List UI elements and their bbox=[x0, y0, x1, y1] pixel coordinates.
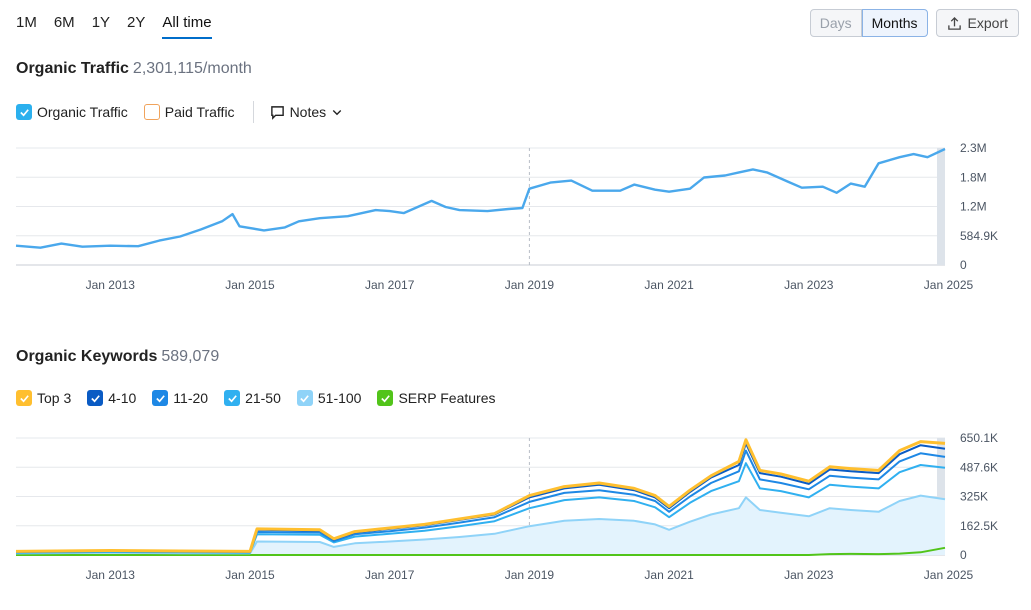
range-tabs: 1M 6M 1Y 2Y All time bbox=[16, 12, 229, 39]
legend-paid-traffic[interactable]: Paid Traffic bbox=[143, 104, 235, 120]
legend-11-20[interactable]: 11-20 bbox=[152, 390, 208, 406]
keywords-area-fill bbox=[16, 495, 945, 555]
traffic-y-tick-label: 1.8M bbox=[960, 170, 987, 184]
keywords-y-tick-label: 325K bbox=[960, 490, 988, 504]
legend-top-3[interactable]: Top 3 bbox=[16, 390, 71, 406]
keywords-x-tick-label: Jan 2017 bbox=[365, 568, 415, 582]
keywords-legend: Top 3 4-10 11-20 21-50 51-100 SERP Featu… bbox=[16, 390, 511, 406]
keywords-y-tick-label: 162.5K bbox=[960, 519, 998, 533]
checkbox-checked-icon bbox=[377, 390, 394, 406]
legend-21-50[interactable]: 21-50 bbox=[224, 390, 281, 406]
keywords-x-tick-label: Jan 2021 bbox=[644, 568, 694, 582]
traffic-x-tick-label: Jan 2023 bbox=[784, 278, 834, 292]
legend-serp-features-label: SERP Features bbox=[398, 390, 496, 406]
legend-organic-traffic[interactable]: Organic Traffic bbox=[16, 104, 128, 120]
series-line-top-3 bbox=[15, 438, 946, 553]
traffic-y-tick-label: 584.9K bbox=[960, 229, 998, 243]
legend-top-3-label: Top 3 bbox=[37, 390, 72, 406]
export-button[interactable]: Export bbox=[935, 9, 1019, 37]
months-button[interactable]: Months bbox=[861, 9, 928, 37]
keywords-current-band bbox=[937, 438, 945, 555]
traffic-y-tick-label: 0 bbox=[960, 258, 967, 272]
legend-51-100[interactable]: 51-100 bbox=[296, 390, 362, 406]
legend-paid-traffic-label: Paid Traffic bbox=[164, 104, 235, 120]
legend-organic-traffic-label: Organic Traffic bbox=[37, 104, 128, 120]
notes-label: Notes bbox=[289, 104, 327, 120]
export-label: Export bbox=[967, 15, 1008, 31]
traffic-x-tick-label: Jan 2025 bbox=[924, 278, 974, 292]
series-line-21-50 bbox=[15, 462, 946, 554]
legend-4-10-label: 4-10 bbox=[108, 390, 137, 406]
organic-traffic-line bbox=[15, 147, 946, 249]
series-line-11-20 bbox=[15, 449, 946, 554]
checkbox-checked-icon bbox=[224, 390, 241, 406]
keywords-value: 589,079 bbox=[161, 348, 220, 365]
range-tab-all-time[interactable]: All time bbox=[162, 12, 212, 39]
chevron-down-icon bbox=[332, 110, 342, 116]
legend-51-100-label: 51-100 bbox=[317, 390, 362, 406]
toolbar-right: Days Months Export bbox=[809, 9, 1019, 37]
traffic-y-tick-label: 2.3M bbox=[960, 141, 987, 155]
traffic-y-tick-label: 1.2M bbox=[960, 200, 987, 214]
legend-serp-features[interactable]: SERP Features bbox=[377, 390, 495, 406]
traffic-x-tick-label: Jan 2013 bbox=[86, 278, 136, 292]
days-button[interactable]: Days bbox=[809, 9, 862, 37]
keywords-x-tick-label: Jan 2025 bbox=[924, 568, 974, 582]
keywords-y-tick-label: 487.6K bbox=[960, 460, 998, 474]
keywords-x-tick-label: Jan 2023 bbox=[784, 568, 834, 582]
organic-keywords-chart: 0 162.5K 325K 487.6K 650.1K Jan 2013 Jan 2015 J… bbox=[15, 431, 998, 582]
organic-traffic-chart: 0 584.9K 1.2M 1.8M 2.3M Jan 2013 Jan 2015 Jan 2… bbox=[15, 141, 998, 292]
checkbox-checked-icon bbox=[16, 104, 32, 120]
checkbox-checked-icon bbox=[16, 390, 32, 406]
granularity-toggle: Days Months bbox=[809, 9, 928, 37]
keywords-y-tick-label: 650.1K bbox=[960, 431, 998, 445]
notes-button[interactable]: Notes bbox=[270, 104, 344, 120]
traffic-x-tick-label: Jan 2019 bbox=[505, 278, 555, 292]
traffic-current-band bbox=[937, 148, 945, 265]
traffic-x-tick-label: Jan 2015 bbox=[225, 278, 275, 292]
export-icon bbox=[947, 16, 961, 30]
keywords-title: Organic Keywords 589,079 bbox=[16, 348, 219, 366]
traffic-legend: Organic Traffic Paid Traffic Notes bbox=[16, 101, 343, 123]
legend-4-10[interactable]: 4-10 bbox=[87, 390, 136, 406]
series-line-51-100 bbox=[15, 494, 946, 555]
keywords-y-tick-label: 0 bbox=[960, 548, 967, 562]
traffic-title: Organic Traffic 2,301,115/month bbox=[16, 60, 252, 78]
range-tab-2y[interactable]: 2Y bbox=[127, 14, 146, 31]
keywords-x-tick-label: Jan 2019 bbox=[505, 568, 555, 582]
legend-21-50-label: 21-50 bbox=[245, 390, 281, 406]
keywords-x-tick-label: Jan 2015 bbox=[225, 568, 275, 582]
traffic-title-label: Organic Traffic bbox=[16, 60, 129, 77]
checkbox-checked-icon bbox=[296, 390, 313, 406]
keywords-x-tick-label: Jan 2013 bbox=[86, 568, 136, 582]
checkbox-checked-icon bbox=[87, 390, 104, 406]
series-line-serp-features bbox=[16, 546, 946, 556]
traffic-x-tick-label: Jan 2017 bbox=[365, 278, 415, 292]
legend-divider bbox=[252, 101, 254, 123]
traffic-x-tick-label: Jan 2021 bbox=[644, 278, 694, 292]
range-tab-6m[interactable]: 6M bbox=[53, 14, 75, 31]
checkbox-unchecked-icon bbox=[143, 104, 160, 120]
checkbox-checked-icon bbox=[152, 390, 169, 406]
range-tab-1m[interactable]: 1M bbox=[16, 14, 37, 31]
legend-11-20-label: 11-20 bbox=[173, 390, 209, 406]
notes-icon bbox=[270, 105, 284, 120]
traffic-value: 2,301,115/month bbox=[132, 60, 252, 77]
range-tab-1y[interactable]: 1Y bbox=[91, 14, 111, 31]
keywords-title-label: Organic Keywords bbox=[16, 348, 158, 365]
